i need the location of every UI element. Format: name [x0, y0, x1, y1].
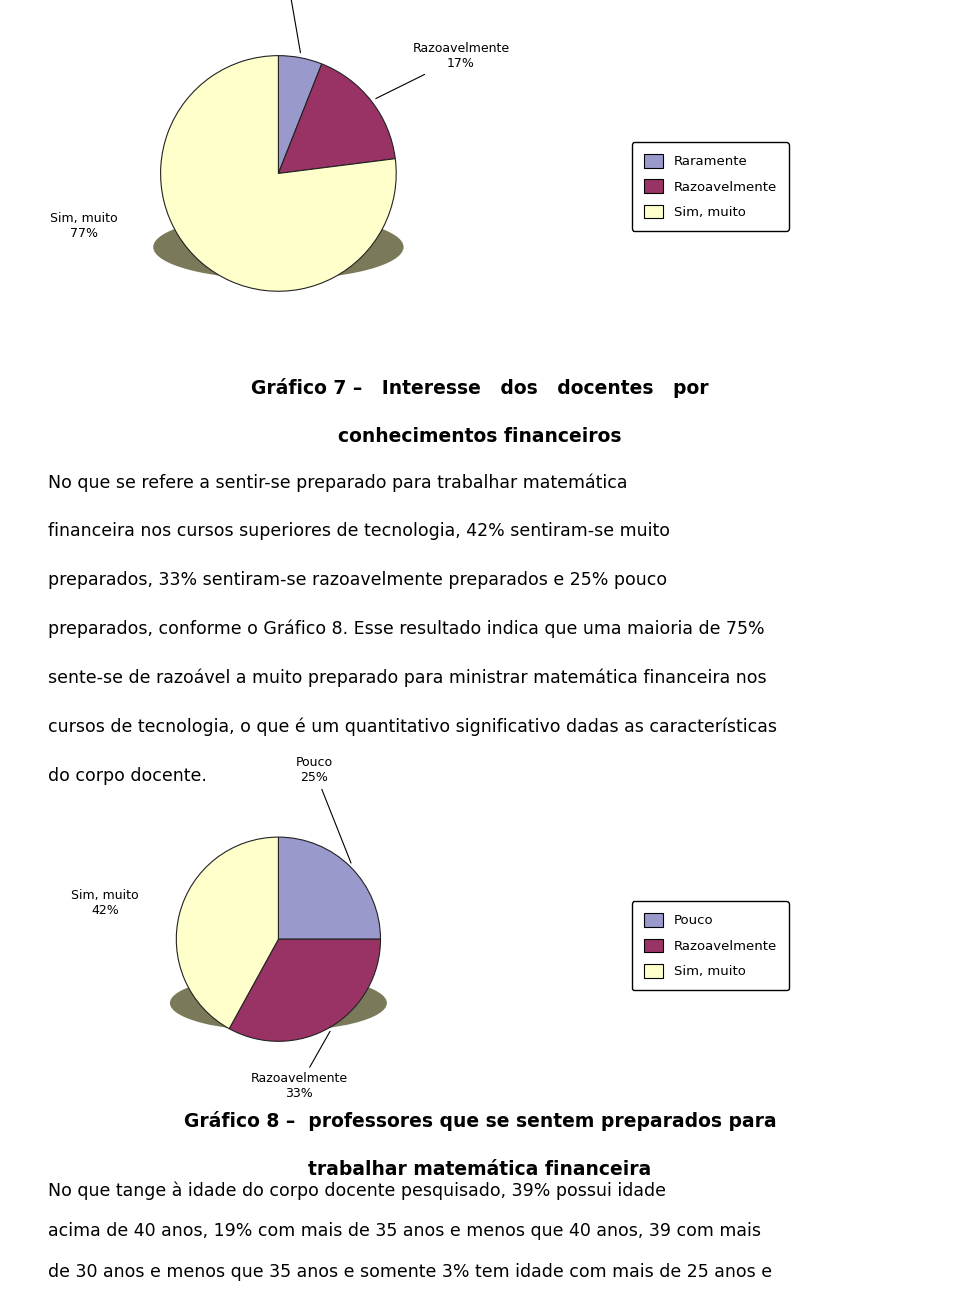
Text: preparados, 33% sentiram-se razoavelmente preparados e 25% pouco: preparados, 33% sentiram-se razoavelment…	[48, 571, 667, 589]
Text: sente-se de razoável a muito preparado para ministrar matemática financeira nos: sente-se de razoável a muito preparado p…	[48, 669, 767, 687]
Wedge shape	[278, 56, 322, 174]
Text: Pouco
25%: Pouco 25%	[296, 757, 351, 863]
Text: trabalhar matemática financeira: trabalhar matemática financeira	[308, 1160, 652, 1179]
Ellipse shape	[170, 975, 387, 1031]
Text: cursos de tecnologia, o que é um quantitativo significativo dadas as característ: cursos de tecnologia, o que é um quantit…	[48, 717, 777, 736]
Wedge shape	[278, 64, 396, 174]
Wedge shape	[229, 940, 380, 1041]
Text: Raramente
6%: Raramente 6%	[253, 0, 323, 52]
Text: Razoavelmente
33%: Razoavelmente 33%	[251, 1031, 348, 1101]
Text: de 30 anos e menos que 35 anos e somente 3% tem idade com mais de 25 anos e: de 30 anos e menos que 35 anos e somente…	[48, 1263, 772, 1282]
Legend: Raramente, Razoavelmente, Sim, muito: Raramente, Razoavelmente, Sim, muito	[632, 143, 789, 230]
Text: financeira nos cursos superiores de tecnologia, 42% sentiram-se muito: financeira nos cursos superiores de tecn…	[48, 522, 670, 541]
Text: Gráfico 7 –   Interesse   dos   docentes   por: Gráfico 7 – Interesse dos docentes por	[252, 378, 708, 398]
Text: No que tange à idade do corpo docente pesquisado, 39% possui idade: No que tange à idade do corpo docente pe…	[48, 1181, 666, 1199]
Wedge shape	[278, 838, 380, 940]
Text: Sim, muito
77%: Sim, muito 77%	[50, 212, 118, 241]
Text: No que se refere a sentir-se preparado para trabalhar matemática: No que se refere a sentir-se preparado p…	[48, 474, 628, 492]
Text: preparados, conforme o Gráfico 8. Esse resultado indica que uma maioria de 75%: preparados, conforme o Gráfico 8. Esse r…	[48, 620, 764, 639]
Text: conhecimentos financeiros: conhecimentos financeiros	[338, 427, 622, 446]
Text: acima de 40 anos, 19% com mais de 35 anos e menos que 40 anos, 39 com mais: acima de 40 anos, 19% com mais de 35 ano…	[48, 1223, 761, 1241]
Text: Razoavelmente
17%: Razoavelmente 17%	[375, 42, 510, 98]
Wedge shape	[177, 838, 278, 1029]
Wedge shape	[160, 56, 396, 291]
Legend: Pouco, Razoavelmente, Sim, muito: Pouco, Razoavelmente, Sim, muito	[632, 902, 789, 990]
Text: Sim, muito
42%: Sim, muito 42%	[71, 890, 138, 918]
Text: do corpo docente.: do corpo docente.	[48, 767, 206, 785]
Text: Gráfico 8 –  professores que se sentem preparados para: Gráfico 8 – professores que se sentem pr…	[183, 1111, 777, 1131]
Ellipse shape	[154, 215, 403, 280]
